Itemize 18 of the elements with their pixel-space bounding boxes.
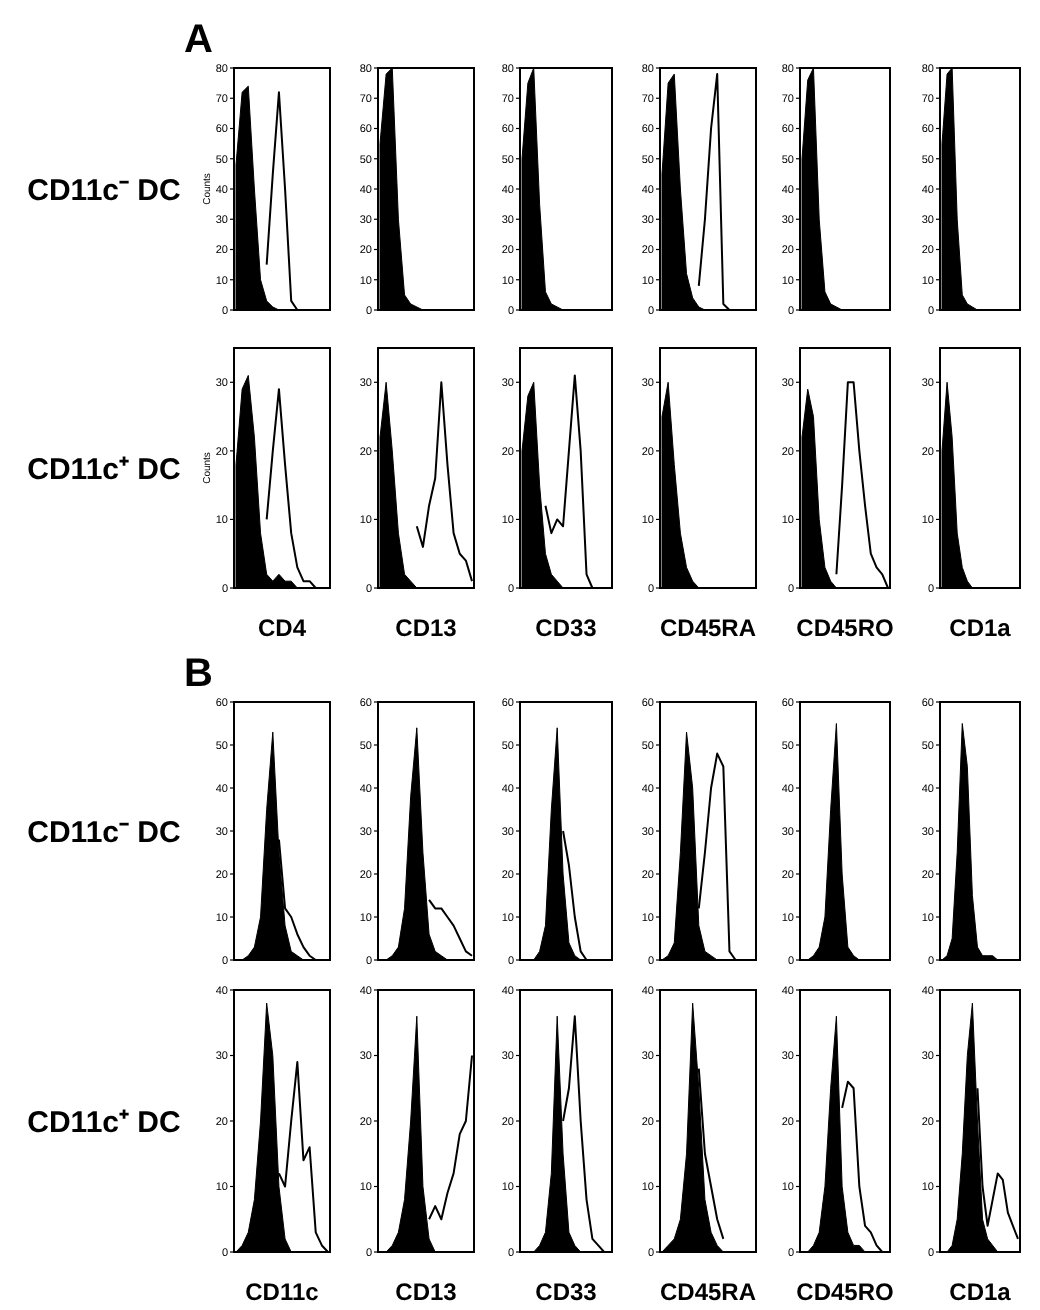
x-axis-title: CD1a [949, 1278, 1012, 1306]
chart-title: A [184, 18, 213, 62]
x-axis-title: CD45RA [659, 1278, 757, 1306]
chart-title: B [184, 652, 213, 696]
text: CD11c⁺ DC [27, 1105, 182, 1140]
x-axis-title: CD4 [257, 614, 307, 642]
text: CD11c⁻ DC [27, 815, 182, 850]
x-axis-title: CD33 [535, 614, 598, 642]
x-axis-title: CD13 [395, 1278, 458, 1306]
x-axis-title: CD1a [949, 614, 1012, 642]
x-axis-title: CD33 [535, 1278, 598, 1306]
text: CD11c⁺ DC [27, 452, 182, 487]
x-axis-title: CD13 [395, 614, 458, 642]
x-axis-title: CD45RO [796, 1278, 894, 1306]
x-axis-title: CD11c [245, 1278, 320, 1306]
x-axis-title: CD45RA [659, 614, 757, 642]
x-axis-title: CD45RO [796, 614, 894, 642]
text: CD11c⁻ DC [27, 173, 182, 208]
